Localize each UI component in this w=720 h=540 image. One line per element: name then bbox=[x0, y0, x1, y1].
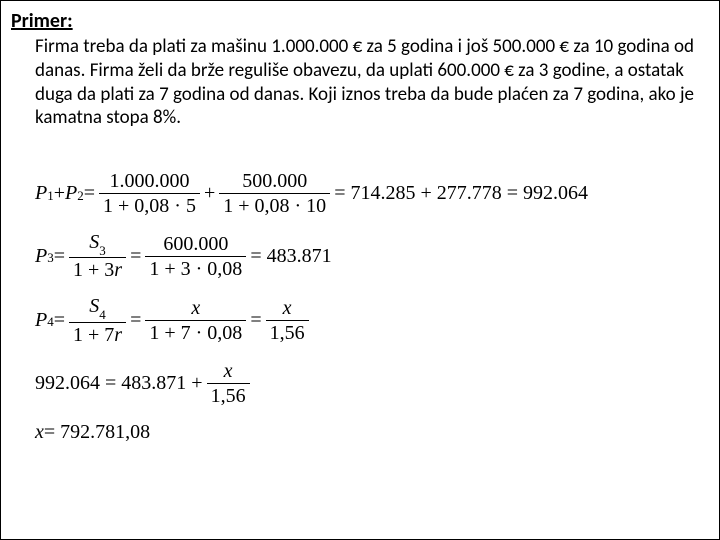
numerator: x bbox=[187, 297, 204, 320]
sub-4: 4 bbox=[47, 314, 54, 330]
numerator: 500.000 bbox=[238, 170, 311, 193]
result: = 792.781,08 bbox=[44, 421, 150, 444]
denominator: 1 + 3 · 0,08 bbox=[145, 256, 246, 280]
equation-3: P4 = S4 1 + 7r = x 1 + 7 · 0,08 = x 1,56 bbox=[35, 295, 709, 345]
numerator: 1.000.000 bbox=[105, 170, 193, 193]
numerator: x bbox=[220, 360, 237, 383]
denominator: 1 + 0,08 · 5 bbox=[99, 193, 200, 217]
equals: = bbox=[84, 182, 95, 205]
fraction: x 1,56 bbox=[207, 360, 250, 407]
equals: = bbox=[250, 309, 261, 332]
heading: Primer: bbox=[11, 9, 709, 33]
fraction-2: x 1 + 7 · 0,08 bbox=[145, 297, 246, 344]
denominator: 1 + 7r bbox=[69, 322, 126, 346]
fraction-1: 1.000.000 1 + 0,08 · 5 bbox=[99, 170, 200, 217]
var-p3: P bbox=[35, 245, 47, 268]
sub-2: 2 bbox=[77, 188, 84, 204]
numerator: 600.000 bbox=[159, 233, 232, 256]
var-p2: P bbox=[65, 182, 77, 205]
plus: + bbox=[54, 182, 65, 205]
numerator: S3 bbox=[85, 231, 110, 257]
fraction-3: x 1,56 bbox=[266, 297, 309, 344]
var-p4: P bbox=[35, 309, 47, 332]
result: = 483.871 bbox=[250, 245, 331, 268]
equation-1: P1 + P2 = 1.000.000 1 + 0,08 · 5 + 500.0… bbox=[35, 170, 709, 217]
numerator: S4 bbox=[85, 295, 110, 321]
math-block: P1 + P2 = 1.000.000 1 + 0,08 · 5 + 500.0… bbox=[11, 170, 709, 444]
equation-5: x = 792.781,08 bbox=[35, 421, 709, 444]
equals: = bbox=[54, 309, 65, 332]
equals: = bbox=[130, 245, 141, 268]
equation-4: 992.064 = 483.871 + x 1,56 bbox=[35, 360, 709, 407]
sub-3: 3 bbox=[47, 250, 54, 266]
equation-2: P3 = S3 1 + 3r = 600.000 1 + 3 · 0,08 = … bbox=[35, 231, 709, 281]
equals: = bbox=[130, 309, 141, 332]
denominator: 1,56 bbox=[266, 320, 309, 344]
result: = 714.285 + 277.778 = 992.064 bbox=[334, 182, 588, 205]
equals: = bbox=[54, 245, 65, 268]
denominator: 1 + 3r bbox=[69, 257, 126, 281]
lhs: 992.064 = 483.871 + bbox=[35, 372, 203, 395]
numerator: x bbox=[279, 297, 296, 320]
problem-text: Firma treba da plati za mašinu 1.000.000… bbox=[11, 35, 709, 130]
denominator: 1 + 0,08 · 10 bbox=[219, 193, 330, 217]
fraction-2: 500.000 1 + 0,08 · 10 bbox=[219, 170, 330, 217]
sub-1: 1 bbox=[47, 188, 54, 204]
fraction-1: S4 1 + 7r bbox=[69, 295, 126, 345]
fraction-1: S3 1 + 3r bbox=[69, 231, 126, 281]
var-p1: P bbox=[35, 182, 47, 205]
plus: + bbox=[204, 182, 215, 205]
fraction-2: 600.000 1 + 3 · 0,08 bbox=[145, 233, 246, 280]
var-x: x bbox=[35, 421, 44, 444]
denominator: 1 + 7 · 0,08 bbox=[145, 320, 246, 344]
denominator: 1,56 bbox=[207, 383, 250, 407]
